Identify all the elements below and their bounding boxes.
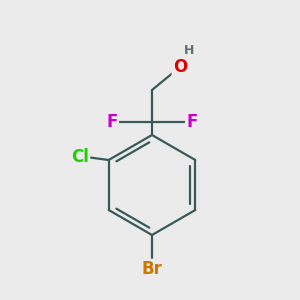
Text: O: O [173, 58, 187, 76]
Text: Br: Br [142, 260, 162, 278]
Text: F: F [106, 113, 118, 131]
Text: H: H [184, 44, 194, 56]
Text: F: F [186, 113, 198, 131]
Text: Cl: Cl [71, 148, 89, 166]
